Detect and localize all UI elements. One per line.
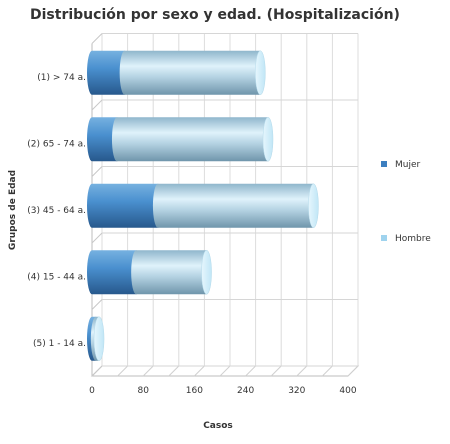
y-axis-title: Grupos de Edad [8, 170, 18, 250]
legend: Mujer Hombre [381, 160, 431, 244]
x-tick-label: 240 [237, 386, 254, 396]
floor-gridline [194, 365, 205, 377]
x-tick-label: 80 [137, 386, 149, 396]
bar-end-cap [201, 250, 212, 295]
bar-hombre [131, 250, 212, 295]
floor-gridline [296, 365, 308, 377]
bar-end-cap [262, 117, 274, 162]
floor-gridline [270, 365, 282, 377]
floor-gridline [117, 365, 128, 377]
bar-mujer [87, 50, 130, 95]
chart-title: Distribución por sexo y edad. (Hospitali… [30, 7, 400, 23]
y-tick-label: (5) 1 - 14 a. [33, 339, 86, 349]
y-tick-labels: (1) > 74 a. (2) 65 - 74 a. (3) 45 - 64 a. (… [27, 73, 86, 349]
floor-gridline [168, 365, 180, 377]
bar-mujer [87, 183, 163, 228]
band-edge [91, 99, 103, 111]
legend-swatch [381, 235, 387, 241]
legend-swatch [381, 161, 387, 167]
y-tick-label: (3) 45 - 64 a. [27, 206, 86, 216]
floor-gridline [219, 365, 231, 377]
bar-end-cap [93, 316, 105, 361]
band-edge [91, 365, 103, 377]
x-tick-label: 160 [186, 386, 203, 396]
band-edge [91, 33, 103, 44]
bar-end-cap [308, 183, 319, 228]
x-tick-label: 400 [339, 386, 356, 396]
y-tick-label: (2) 65 - 74 a. [27, 139, 86, 149]
bar-mujer [87, 250, 142, 295]
bar-hombre [119, 50, 266, 95]
floor-gridline [347, 365, 359, 377]
bar-hombre [152, 183, 319, 228]
y-tick-label: (1) > 74 a. [37, 73, 86, 83]
floor-gridline [245, 365, 256, 377]
x-tick-label: 0 [89, 386, 95, 396]
floor-gridline [142, 365, 154, 377]
x-tick-labels: 0 80 160 240 320 400 [89, 386, 357, 396]
band-edge [91, 232, 103, 244]
bar-end-cap [255, 50, 266, 95]
floor-gridline [322, 365, 333, 377]
band-edge [91, 166, 103, 177]
bars [87, 50, 319, 361]
band-edge [91, 299, 103, 310]
legend-label: Hombre [395, 234, 431, 244]
y-tick-label: (4) 15 - 44 a. [27, 272, 86, 282]
bar-hombre [111, 117, 274, 162]
x-tick-label: 320 [288, 386, 305, 396]
legend-label: Mujer [395, 160, 421, 170]
x-axis-title: Casos [203, 421, 233, 431]
